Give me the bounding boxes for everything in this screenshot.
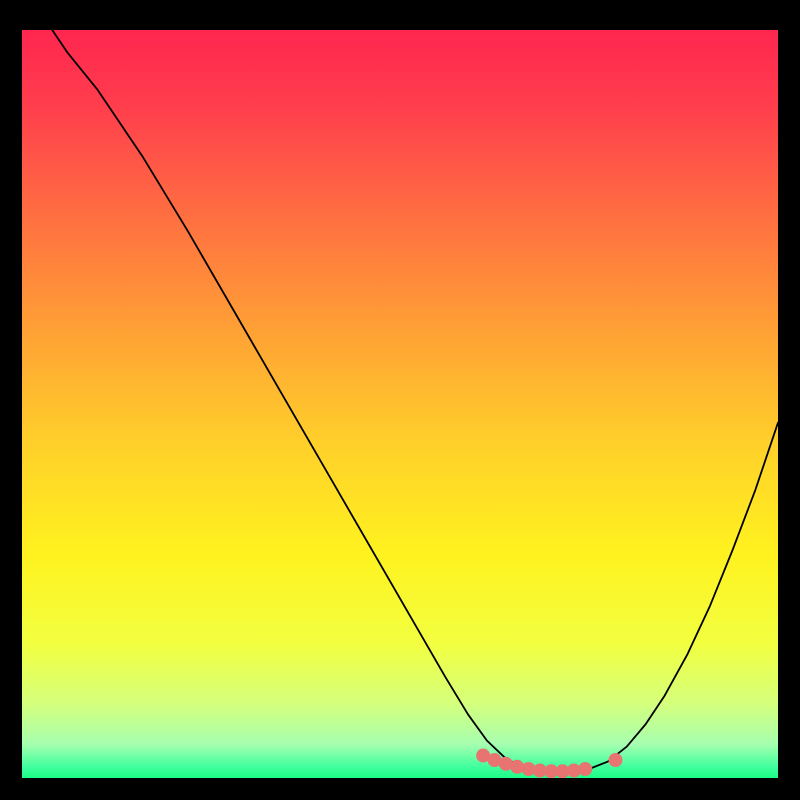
plot-area <box>22 30 778 778</box>
frame-border-left <box>0 0 22 800</box>
marker-group <box>477 749 622 778</box>
frame-border-top <box>0 0 800 30</box>
optimal-marker <box>579 763 592 776</box>
frame-border-bottom <box>0 778 800 800</box>
optimal-marker <box>609 754 622 767</box>
frame-border-right <box>778 0 800 800</box>
bottleneck-curve <box>52 30 778 772</box>
chart-svg <box>22 30 778 778</box>
optimal-marker <box>511 760 524 773</box>
